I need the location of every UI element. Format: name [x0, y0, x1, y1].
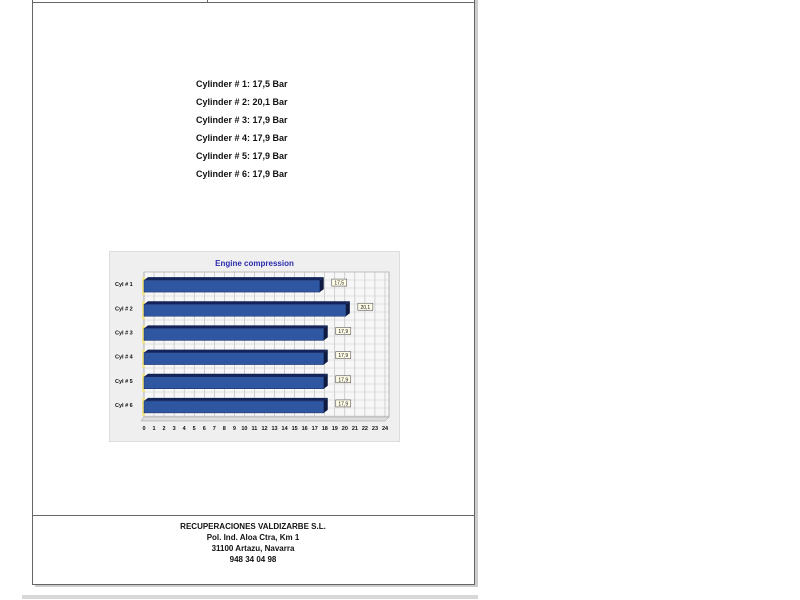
x-tick-label: 5 — [193, 426, 196, 432]
engine-compression-chart: Engine compression 0 1 2 3 4 5 6 7 8 9 10 11 12 13 14 1… — [109, 251, 400, 442]
plot-area — [143, 271, 390, 418]
bar — [143, 304, 347, 317]
bar-top — [144, 301, 350, 305]
x-tick-label: 10 — [241, 426, 247, 432]
bar-top — [144, 373, 328, 377]
bar-base — [142, 397, 145, 416]
data-label-box — [335, 399, 352, 408]
data-label-box — [335, 327, 352, 335]
data-label-box — [335, 375, 352, 384]
x-tick-label: 7 — [213, 426, 216, 432]
x-tick-label: 1 — [153, 426, 156, 432]
phone: 948 34 04 98 — [229, 555, 277, 564]
chart-svg: 0 1 2 3 4 5 6 7 8 9 10 11 12 13 14 15 16 17 18 19 20 21 22 23 24… — [115, 271, 390, 432]
plot-floor — [140, 416, 390, 422]
cylinder-reading: Cylinder # 5: 17,9 Bar — [196, 151, 288, 161]
cylinder-reading: Cylinder # 1: 17,5 Bar — [196, 79, 288, 89]
x-tick-label: 11 — [252, 426, 258, 432]
data-label: 20,1 — [360, 305, 370, 311]
bar-end — [323, 373, 328, 389]
x-tick-label: 23 — [372, 426, 378, 432]
bar-base — [142, 277, 145, 296]
x-tick-label: 14 — [282, 426, 289, 432]
x-tick-label: 4 — [183, 426, 187, 432]
category-label: Cyl # 4 — [115, 355, 134, 361]
x-tick-label: 6 — [203, 426, 206, 432]
bar-end — [323, 349, 328, 365]
bar — [143, 279, 320, 293]
category-label: Cyl # 5 — [115, 379, 133, 385]
address-line-2: 31100 Artazu, Navarra — [211, 544, 295, 553]
address-line-1: Pol. Ind. Aloa Ctra, Km 1 — [206, 533, 300, 542]
data-label: 17,9 — [338, 377, 348, 383]
data-label-box — [335, 351, 352, 359]
page-shadow — [22, 595, 478, 599]
cylinder-reading: Cylinder # 3: 17,9 Bar — [196, 115, 288, 125]
bar-end — [319, 277, 324, 293]
x-tick-label: 18 — [322, 426, 328, 432]
x-tick-label: 17 — [312, 426, 318, 432]
data-label-box — [357, 302, 374, 311]
bar-top — [144, 349, 328, 353]
bar-top — [144, 325, 328, 329]
category-label: Cyl # 3 — [115, 330, 133, 336]
x-tick-label: 9 — [233, 426, 236, 432]
x-tick-label: 19 — [332, 426, 338, 432]
bar — [143, 352, 324, 365]
bar-end — [345, 301, 350, 317]
x-tick-label: 20 — [342, 426, 348, 432]
bar — [143, 400, 324, 414]
bar — [143, 376, 324, 389]
cylinder-reading: Cylinder # 6: 17,9 Bar — [196, 169, 288, 179]
header-cell-divider — [207, 0, 208, 3]
bar-base — [142, 349, 145, 368]
x-tick-label: 2 — [163, 426, 166, 432]
header-divider — [32, 2, 474, 3]
x-tick-label: 21 — [352, 426, 358, 432]
cylinder-reading: Cylinder # 2: 20,1 Bar — [196, 97, 288, 107]
data-label: 17,5 — [334, 281, 344, 287]
chart-title: Engine compression — [215, 259, 294, 268]
company-name: RECUPERACIONES VALDIZARBE S.L. — [180, 522, 326, 531]
category-label: Cyl # 6 — [115, 403, 133, 409]
bar-end — [323, 325, 328, 341]
bar-top — [144, 397, 328, 401]
bar-base — [142, 373, 145, 392]
bar-top — [144, 277, 324, 281]
x-tick-label: 0 — [142, 426, 145, 432]
cylinder-reading: Cylinder # 4: 17,9 Bar — [196, 133, 288, 143]
category-label: Cyl # 2 — [115, 306, 133, 312]
bar-base — [142, 301, 145, 320]
x-tick-label: 15 — [292, 426, 298, 432]
x-tick-label: 24 — [382, 426, 389, 432]
category-label: Cyl # 1 — [115, 282, 133, 288]
bar — [143, 328, 324, 341]
data-label-box — [331, 278, 348, 287]
x-tick-label: 22 — [362, 426, 368, 432]
x-tick-label: 16 — [302, 426, 308, 432]
bar-base — [142, 325, 145, 344]
x-tick-label: 12 — [261, 426, 267, 432]
x-tick-label: 3 — [173, 426, 176, 432]
data-label: 17,9 — [338, 353, 348, 359]
x-tick-label: 8 — [223, 426, 226, 432]
data-label: 17,9 — [338, 401, 348, 407]
data-label: 17,9 — [338, 329, 348, 335]
x-tick-label: 13 — [271, 426, 277, 432]
bar-end — [323, 397, 328, 413]
footer-divider — [32, 515, 474, 516]
